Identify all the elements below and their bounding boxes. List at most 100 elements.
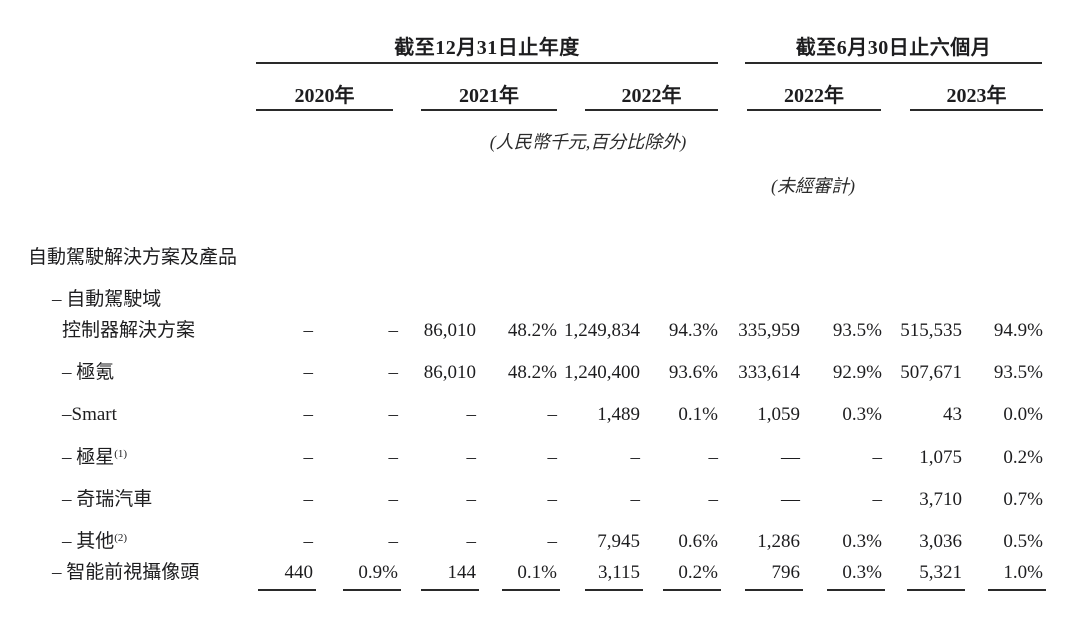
value-cell: 1,075 [919,447,962,468]
value-cell: 507,671 [900,362,962,383]
column-rule-2021 [421,109,557,111]
value-cell: 1,240,400 [564,362,640,383]
value-cell: 440 [284,562,314,583]
value-cell: 0.1% [678,404,718,425]
currency-unit-note: (人民幣千元,百分比除外) [489,132,687,152]
column-total-rule [827,589,885,591]
interim-group-rule [745,62,1042,64]
row-label: – 極氪 [62,362,115,383]
column-header-2022-interim: 2022年 [784,85,844,107]
value-cell: 3,115 [597,562,640,583]
value-cell: 0.3% [842,562,882,583]
interim-column-group-title: 截至6月30日止六個月 [795,37,992,59]
value-cell: – [872,447,883,468]
value-cell: 0.3% [842,404,882,425]
value-cell: 92.9% [832,362,882,383]
value-cell: – [303,447,314,468]
column-total-rule [421,589,479,591]
value-cell: – [466,447,477,468]
row-label: – 智能前視攝像頭 [52,562,200,583]
value-cell: – [303,404,314,425]
value-cell: 0.6% [678,531,718,552]
value-cell: – [547,447,558,468]
value-cell: 1,286 [757,531,800,552]
value-cell: 93.5% [832,320,882,341]
value-cell: 0.5% [1003,531,1043,552]
value-cell: 333,614 [738,362,800,383]
value-cell: 94.9% [993,320,1043,341]
value-cell: 796 [771,562,801,583]
value-cell: 7,945 [597,531,640,552]
value-cell: 1.0% [1003,562,1043,583]
value-cell: – [388,447,399,468]
value-cell: – [547,489,558,510]
value-cell: 3,710 [919,489,962,510]
value-cell: – [388,320,399,341]
value-cell: 515,535 [900,320,962,341]
column-total-rule [258,589,316,591]
value-cell: – [388,531,399,552]
column-total-rule [988,589,1046,591]
value-cell: 43 [943,404,962,425]
column-total-rule [663,589,721,591]
value-cell: 0.1% [517,562,557,583]
row-label: – 自動駕駛域 [52,289,162,310]
value-cell: 0.2% [1003,447,1043,468]
column-header-2022: 2022年 [621,85,682,107]
column-total-rule [585,589,643,591]
column-total-rule [745,589,803,591]
column-rule-2023 [910,109,1043,111]
value-cell: 0.0% [1003,404,1043,425]
row-label: 控制器解決方案 [62,320,196,341]
annual-group-rule [256,62,718,64]
row-label: 自動駕駛解決方案及產品 [28,247,238,268]
value-cell: – [466,489,477,510]
value-cell: — [781,489,800,510]
value-cell: – [708,447,719,468]
value-cell: 5,321 [919,562,962,583]
column-header-2021: 2021年 [459,85,519,107]
row-label: – 極星(1) [62,447,128,468]
value-cell: 3,036 [919,531,962,552]
value-cell: – [388,489,399,510]
value-cell: – [872,489,883,510]
column-total-rule [907,589,965,591]
value-cell: 48.2% [507,320,557,341]
column-header-2020: 2020年 [294,85,355,107]
value-cell: 1,489 [597,404,640,425]
value-cell: 86,010 [423,320,476,341]
value-cell: 335,959 [738,320,800,341]
value-cell: – [547,531,558,552]
value-cell: 93.5% [993,362,1043,383]
value-cell: – [303,362,314,383]
column-header-2023: 2023年 [946,85,1007,107]
value-cell: 0.7% [1003,489,1043,510]
value-cell: – [466,404,477,425]
value-cell: 48.2% [507,362,557,383]
value-cell: – [630,489,641,510]
value-cell: – [303,320,314,341]
column-rule-2022 [585,109,718,111]
value-cell: 1,059 [757,404,800,425]
value-cell: 93.6% [668,362,718,383]
value-cell: 0.2% [678,562,718,583]
value-cell: – [388,404,399,425]
value-cell: – [630,447,641,468]
value-cell: – [466,531,477,552]
value-cell: – [708,489,719,510]
value-cell: – [547,404,558,425]
row-label: – 其他(2) [62,531,128,552]
column-total-rule [502,589,560,591]
value-cell: — [781,447,800,468]
column-rule-2022-interim [747,109,881,111]
unaudited-note: (未經審計) [771,176,855,196]
value-cell: 94.3% [668,320,718,341]
column-rule-2020 [256,109,393,111]
row-label: –Smart [62,404,117,425]
value-cell: 1,249,834 [564,320,640,341]
value-cell: – [388,362,399,383]
value-cell: 0.9% [358,562,398,583]
value-cell: – [303,531,314,552]
value-cell: 144 [447,562,477,583]
